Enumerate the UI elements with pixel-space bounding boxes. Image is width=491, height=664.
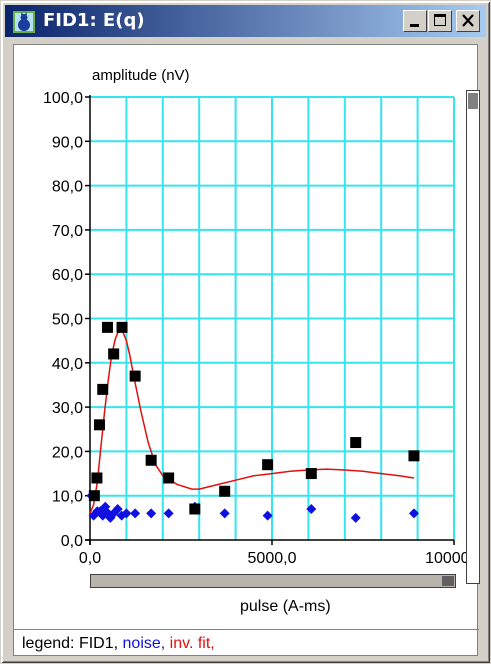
noise-point	[408, 508, 419, 519]
maximize-button[interactable]	[428, 10, 452, 32]
x-tick-label: 0,0	[79, 550, 101, 567]
fid1-point	[108, 348, 120, 360]
legend: legend: FID1, noise, inv. fit,	[14, 629, 479, 657]
fid1-series	[88, 321, 420, 515]
fid1-point	[163, 472, 175, 484]
vertical-scroll-thumb[interactable]	[468, 93, 478, 109]
close-button[interactable]	[456, 10, 480, 32]
fid1-point	[145, 454, 157, 466]
y-tick-label: 20,0	[52, 444, 83, 461]
legend-prefix: legend:	[22, 635, 79, 652]
axes	[85, 95, 455, 545]
fit-series	[89, 328, 415, 514]
noise-point	[105, 512, 116, 523]
grid	[90, 96, 455, 540]
noise-point	[262, 510, 273, 521]
minimize-button[interactable]	[403, 10, 427, 32]
fid1-point	[101, 321, 113, 333]
window-title: FID1: E(q)	[43, 10, 145, 31]
x-tick-label: 10000,0	[425, 550, 477, 567]
y-tick-label: 70,0	[52, 223, 83, 240]
noise-point	[121, 508, 132, 519]
horizontal-scrollbar[interactable]	[90, 574, 456, 588]
fid1-point	[408, 450, 420, 462]
fid1-point	[88, 490, 100, 502]
y-tick-label: 40,0	[52, 356, 83, 373]
noise-point	[163, 508, 174, 519]
title-bar[interactable]: FID1: E(q)	[5, 5, 486, 37]
legend-noise: noise,	[122, 635, 166, 652]
legend-fid1: FID1,	[78, 635, 119, 652]
noise-point	[306, 503, 317, 514]
maximize-icon	[434, 14, 446, 26]
fit-line	[89, 328, 415, 514]
fid1-point	[91, 472, 103, 484]
fid1-point	[219, 485, 231, 497]
tick-labels: 0,0 10,0 20,0 30,0 40,0 50,0 60,0 70,0 80,0 90,0 1…	[43, 90, 477, 567]
y-tick-label: 80,0	[52, 179, 83, 196]
noise-point	[350, 512, 361, 523]
fid1-point	[189, 503, 201, 515]
chart: 0,0 10,0 20,0 30,0 40,0 50,0 60,0 70,0 80,0 90,0 1…	[43, 67, 477, 567]
y-tick-label: 100,0	[43, 90, 83, 107]
minimize-icon	[410, 24, 419, 27]
close-icon	[462, 14, 474, 27]
horizontal-scroll-thumb[interactable]	[442, 576, 454, 586]
cat-app-icon[interactable]	[13, 11, 35, 33]
y-tick-label: 90,0	[52, 134, 83, 151]
legend-fit: inv. fit,	[169, 635, 215, 652]
y-tick-label: 30,0	[52, 400, 83, 417]
fid1-point	[262, 459, 274, 471]
fid1-point	[129, 370, 141, 382]
fid1-point	[97, 383, 109, 395]
y-tick-label: 0,0	[61, 533, 83, 550]
fid1-point	[305, 468, 317, 480]
y-tick-label: 50,0	[52, 312, 83, 329]
x-tick-label: 5000,0	[248, 550, 297, 567]
noise-point	[219, 508, 230, 519]
y-tick-label: 10,0	[52, 489, 83, 506]
noise-point	[130, 508, 141, 519]
chart-client-area: 0,0 10,0 20,0 30,0 40,0 50,0 60,0 70,0 80,0 90,0 1…	[13, 44, 480, 657]
fid1-point	[350, 437, 362, 449]
y-axis-label: amplitude (nV)	[92, 67, 190, 84]
x-axis-label: pulse (A-ms)	[240, 598, 331, 615]
y-tick-label: 60,0	[52, 267, 83, 284]
fid1-point	[116, 321, 128, 333]
noise-point	[146, 508, 157, 519]
noise-point	[112, 503, 123, 514]
noise-point	[103, 508, 114, 519]
vertical-scrollbar[interactable]	[466, 90, 480, 584]
fid1-point	[93, 419, 105, 431]
